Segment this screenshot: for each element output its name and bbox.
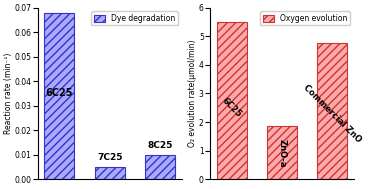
Legend: Oxygen evolution: Oxygen evolution [261,12,350,25]
Text: Commercial ZnO: Commercial ZnO [301,83,363,144]
Bar [145,155,175,179]
Y-axis label: O₂ evolution rate(μmol/min): O₂ evolution rate(μmol/min) [189,40,197,147]
Text: 6C25: 6C25 [220,96,243,119]
Bar [317,43,347,179]
Text: 8C25: 8C25 [147,141,173,150]
Bar [267,126,297,179]
Y-axis label: Reaction rate (min⁻¹): Reaction rate (min⁻¹) [4,53,13,134]
Bar [217,22,246,179]
Text: 6C25: 6C25 [46,88,73,98]
Bar [94,167,125,179]
Text: ZnO-a: ZnO-a [277,139,286,168]
Legend: Dye degradation: Dye degradation [91,12,178,25]
Bar [44,13,75,179]
Text: 7C25: 7C25 [97,153,123,162]
